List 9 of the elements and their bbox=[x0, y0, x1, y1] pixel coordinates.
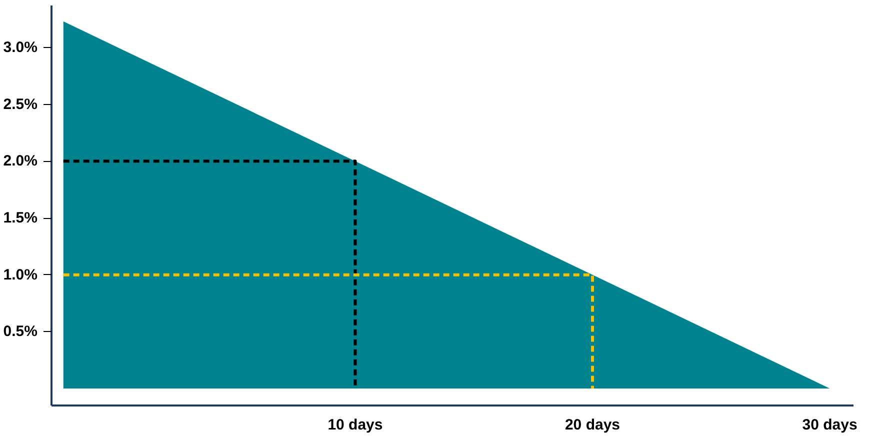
y-tick-label: 1.0% bbox=[3, 266, 38, 284]
x-tick-label: 10 days bbox=[328, 416, 383, 434]
y-tick-label: 0.5% bbox=[3, 323, 38, 340]
x-tick-label: 20 days bbox=[564, 416, 620, 434]
y-tick-label: 2.0% bbox=[3, 152, 38, 170]
y-tick-label: 3.0% bbox=[3, 39, 38, 56]
x-tick-label: 30 days bbox=[802, 416, 858, 434]
y-tick-label: 1.5% bbox=[3, 210, 38, 226]
y-tick-label: 2.5% bbox=[3, 96, 38, 113]
